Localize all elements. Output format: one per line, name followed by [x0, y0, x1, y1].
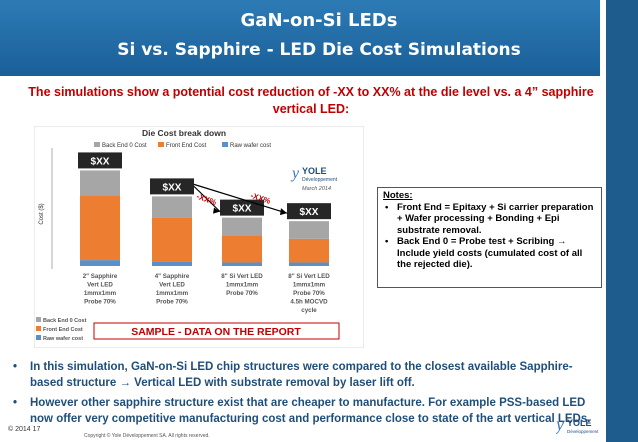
watermark-box: [93, 322, 340, 340]
notes-list: Front End = Epitaxy + Si carrier prepara…: [383, 202, 597, 271]
bar-2-series-1: [222, 235, 262, 263]
stripe-gap: [600, 0, 606, 442]
bar-3-series-0: [289, 262, 329, 266]
notes-box: Notes: Front End = Epitaxy + Si carrier …: [377, 187, 602, 288]
category-label-0-1: Vert LED: [87, 282, 113, 289]
bar-3-series-2: [289, 221, 329, 239]
bar-label-box-1: [150, 178, 194, 195]
table-legend-label-0: Back End 0 Cost: [43, 318, 87, 324]
legend-label-2: Raw wafer cost: [230, 143, 271, 149]
arrow-line-1: [193, 185, 221, 213]
category-label-0-2: 1mmx1mm: [84, 290, 117, 297]
table-legend-swatch-2: [36, 335, 41, 340]
right-stripe: [606, 0, 638, 442]
category-label-2-1: 1mmx1mm: [226, 282, 259, 289]
bar-2-series-2: [222, 217, 262, 236]
bar-label-box-2: [220, 199, 264, 216]
bar-label-0: $XX: [91, 156, 110, 167]
bullet-sapphire: However other sapphire structure exist t…: [10, 396, 604, 427]
category-label-1-1: Vert LED: [159, 282, 185, 289]
table-legend-label-2: Raw wafer cost: [43, 336, 83, 342]
footer-logo-sub: Développement: [567, 429, 599, 434]
chart-title: Die Cost break down: [142, 128, 226, 138]
bullet-list: In this simulation, GaN-on-Si LED chip s…: [10, 360, 604, 432]
bar-2-series-0: [222, 262, 262, 266]
category-label-2-0: 8" Si Vert LED: [221, 273, 263, 280]
table-legend-swatch-0: [36, 317, 41, 322]
bar-1-series-1: [152, 217, 192, 262]
arrow-head-2: [280, 208, 287, 216]
y-axis-label: Cost ($): [39, 203, 45, 224]
note-item-front-end: Front End = Epitaxy + Si carrier prepara…: [383, 202, 597, 237]
bar-0-series-0: [80, 260, 120, 266]
footer-year-page: © 2014 17: [8, 426, 41, 433]
category-label-1-0: 4" Sapphire: [155, 273, 190, 280]
legend-label-0: Back End 0 Cost: [102, 143, 147, 149]
chart-logo-date: March 2014: [302, 186, 331, 192]
category-label-1-2: 1mmx1mm: [156, 290, 189, 297]
chart-svg: Die Cost break down Back End 0 Cost Front …: [33, 125, 365, 349]
category-label-0-0: 2" Sapphire: [83, 273, 118, 280]
slide-subtitle: Si vs. Sapphire - LED Die Cost Simulatio…: [117, 40, 521, 60]
footer-copyright: Copyright © Yole Développement SA. All r…: [84, 433, 210, 439]
chart-logo-name: YOLE: [302, 166, 327, 176]
category-label-1-3: Probe 70%: [156, 299, 188, 306]
bar-label-box-3: [287, 203, 331, 220]
category-label-3-0: 8" Si Vert LED: [288, 273, 330, 280]
yole-logo: y YOLE Développement: [554, 413, 602, 442]
category-label-2-2: Probe 70%: [226, 290, 258, 297]
bar-0-series-1: [80, 195, 120, 261]
bar-0-series-2: [80, 170, 120, 196]
notes-title: Notes:: [383, 190, 413, 201]
bar-1-series-0: [152, 261, 192, 266]
note-item-back-end: Back End 0 = Probe test + Scribing → Inc…: [383, 236, 597, 271]
bar-label-2: $XX: [233, 204, 252, 215]
legend-swatch-2: [222, 142, 228, 147]
legend-swatch-1: [158, 142, 164, 147]
bar-label-box-0: [78, 152, 122, 169]
arrow-head-1: [213, 207, 220, 214]
category-label-3-4: cycle: [301, 307, 317, 314]
bar-label-3: $XX: [300, 207, 319, 218]
title-banner: GaN-on-Si LEDs Si vs. Sapphire - LED Die…: [0, 0, 638, 76]
intro-text: The simulations show a potential cost re…: [28, 85, 594, 116]
chart-logo-y: y: [290, 165, 300, 182]
watermark-text: SAMPLE - DATA ON THE REPORT: [131, 326, 301, 338]
category-label-3-1: 1mmx1mm: [293, 282, 326, 289]
bar-1-series-2: [152, 196, 192, 218]
legend-swatch-0: [94, 142, 100, 147]
category-label-0-3: Probe 70%: [84, 299, 116, 306]
chart-logo-sub: Développement: [302, 177, 338, 183]
svg-text:y: y: [556, 414, 564, 434]
category-label-3-3: 4.5h MOCVD: [290, 299, 328, 306]
legend-label-1: Front End Cost: [166, 143, 207, 149]
bullet-simulation: In this simulation, GaN-on-Si LED chip s…: [10, 360, 604, 391]
bar-3-series-1: [289, 238, 329, 263]
chart-image: Die Cost break down Back End 0 Cost Front …: [33, 125, 365, 349]
table-legend-label-1: Front End Cost: [43, 327, 83, 333]
bar-label-1: $XX: [163, 182, 182, 193]
footer-logo-name: YOLE: [567, 418, 592, 428]
slide-title: GaN-on-Si LEDs: [240, 10, 398, 31]
category-label-3-2: Probe 70%: [293, 290, 325, 297]
table-legend-swatch-1: [36, 326, 41, 331]
arrow-line-2: [193, 183, 288, 214]
